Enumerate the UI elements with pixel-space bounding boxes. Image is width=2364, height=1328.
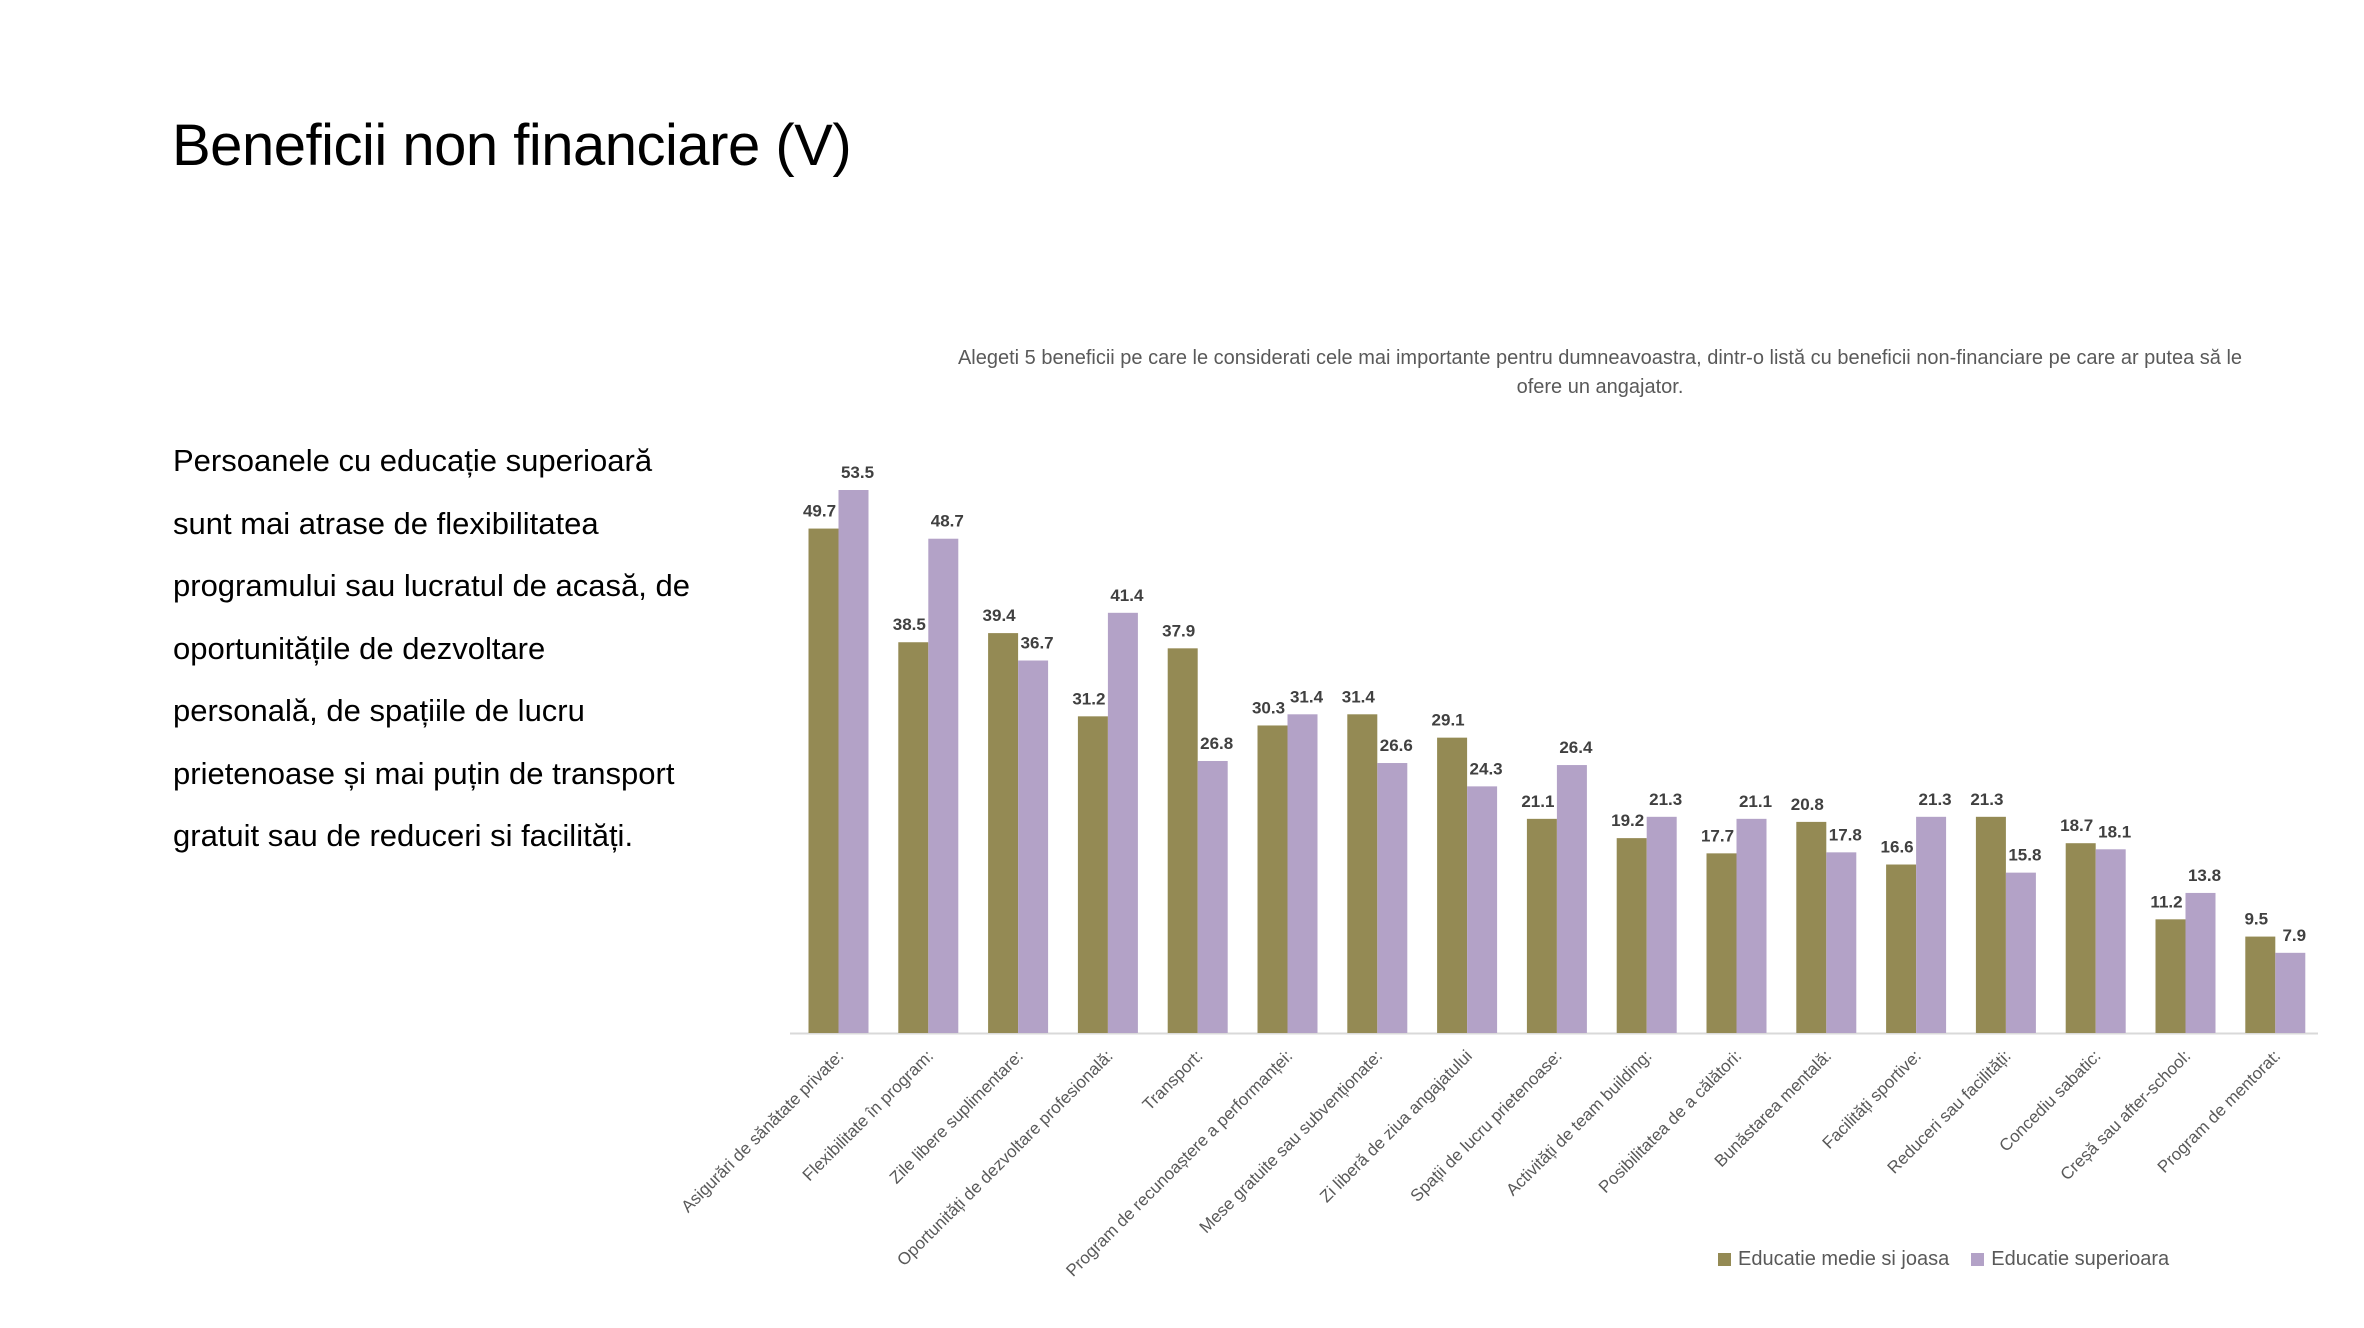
- bar: [2245, 936, 2276, 1033]
- data-label: 26.6: [1380, 736, 1413, 755]
- bar: [1736, 818, 1767, 1033]
- data-label: 21.3: [1919, 790, 1952, 809]
- chart-title: Alegeti 5 beneficii pe care le considera…: [957, 347, 2243, 398]
- data-label: 13.8: [2188, 866, 2221, 885]
- legend-item: Educatie superioara: [1971, 1248, 2169, 1271]
- category-label: Posibilitatea de a călători:: [1595, 1046, 1745, 1196]
- bar: [928, 538, 959, 1033]
- data-label: 31.4: [1290, 687, 1324, 706]
- bar: [2065, 843, 2096, 1033]
- chart-legend: Educatie medie si joasa Educatie superio…: [1718, 1248, 2191, 1271]
- body-line: oportunitățile de dezvoltare: [173, 630, 546, 666]
- bar: [1526, 818, 1557, 1033]
- data-label: 41.4: [1110, 586, 1144, 605]
- data-label: 31.2: [1072, 689, 1105, 708]
- legend-label: Educatie medie si joasa: [1738, 1248, 1950, 1270]
- category-label: Zi liberă de ziua angajatului: [1316, 1046, 1476, 1206]
- bar: [1018, 660, 1049, 1033]
- data-label: 48.7: [931, 512, 964, 531]
- bar: [1257, 725, 1288, 1033]
- body-line: programului sau lucratul de acasă, de: [173, 568, 690, 603]
- data-label: 53.5: [841, 463, 874, 482]
- bar: [1437, 737, 1468, 1033]
- legend-swatch: [1971, 1253, 1985, 1266]
- data-label: 7.9: [2282, 926, 2306, 945]
- data-label: 21.1: [1739, 792, 1772, 811]
- data-label: 37.9: [1162, 621, 1195, 640]
- bar: [1287, 714, 1318, 1033]
- category-label: Mese gratuite sau subvenționate:: [1196, 1046, 1387, 1237]
- bar: [1796, 821, 1827, 1033]
- slide-title: Beneficii non financiare (V): [172, 113, 852, 178]
- bar: [1377, 763, 1408, 1033]
- data-label: 49.7: [803, 502, 836, 521]
- bar: [1197, 760, 1228, 1033]
- bar: [1616, 838, 1647, 1033]
- bar: [1347, 714, 1378, 1033]
- data-label: 36.7: [1021, 634, 1054, 653]
- data-label: 18.1: [2098, 822, 2131, 841]
- data-label: 15.8: [2008, 846, 2041, 865]
- data-label: 16.6: [1881, 838, 1914, 857]
- body-line: prietenoase și mai puțin de transport: [173, 755, 675, 791]
- data-label: 9.5: [2244, 910, 2268, 929]
- bar: [2185, 892, 2216, 1033]
- category-label: Asigurări de sănătate private:: [678, 1046, 848, 1216]
- body-line: personală, de spațiile de lucru: [173, 693, 585, 728]
- bar: [1975, 816, 2006, 1033]
- bar: [898, 642, 929, 1033]
- bar: [1077, 716, 1108, 1033]
- data-label: 31.4: [1342, 687, 1376, 706]
- bar: [1107, 612, 1138, 1033]
- bar: [2275, 952, 2306, 1033]
- bar: [1706, 853, 1737, 1033]
- bar: [1826, 852, 1857, 1033]
- body-line: gratuit sau de reduceri si facilități.: [173, 818, 634, 853]
- data-label: 29.1: [1432, 711, 1465, 730]
- data-label: 21.1: [1521, 792, 1554, 811]
- data-label: 24.3: [1470, 759, 1503, 778]
- category-label: Facilități sportive:: [1819, 1046, 1925, 1152]
- category-label: Spații de lucru prietenoase:: [1407, 1046, 1566, 1205]
- data-label: 26.8: [1200, 734, 1233, 753]
- bar: [2095, 849, 2126, 1033]
- body-line: Persoanele cu educație superioară: [173, 443, 653, 478]
- category-label: Transport:: [1139, 1046, 1207, 1114]
- data-label: 17.8: [1829, 825, 1862, 844]
- bar: [1467, 786, 1498, 1033]
- legend-label: Educatie superioara: [1991, 1248, 2170, 1270]
- data-label: 17.7: [1701, 826, 1734, 845]
- data-label: 38.5: [893, 615, 926, 634]
- bar: [808, 528, 839, 1033]
- bar: [838, 490, 869, 1033]
- bar: [1886, 864, 1917, 1033]
- data-label: 18.7: [2060, 816, 2093, 835]
- bar: [1916, 816, 1947, 1033]
- data-label: 20.8: [1791, 795, 1824, 814]
- bar: [1556, 765, 1587, 1033]
- data-label: 30.3: [1252, 698, 1285, 717]
- category-label: Activități de team building:: [1502, 1046, 1655, 1199]
- data-label: 19.2: [1611, 811, 1644, 830]
- data-label: 21.3: [1970, 790, 2003, 809]
- bar: [988, 633, 1019, 1033]
- bar: [1167, 648, 1198, 1033]
- data-label: 39.4: [983, 606, 1017, 625]
- legend-item: Educatie medie si joasa: [1718, 1248, 1949, 1271]
- bar: [2005, 872, 2036, 1033]
- data-label: 11.2: [2150, 892, 2182, 911]
- data-label: 26.4: [1559, 738, 1593, 757]
- body-line: sunt mai atrase de flexibilitatea: [173, 505, 599, 541]
- legend-swatch: [1718, 1253, 1731, 1266]
- bar: [2155, 919, 2186, 1033]
- data-label: 21.3: [1649, 790, 1682, 809]
- body-text: Persoanele cu educație superioară sunt m…: [173, 430, 733, 868]
- bar: [1646, 816, 1677, 1033]
